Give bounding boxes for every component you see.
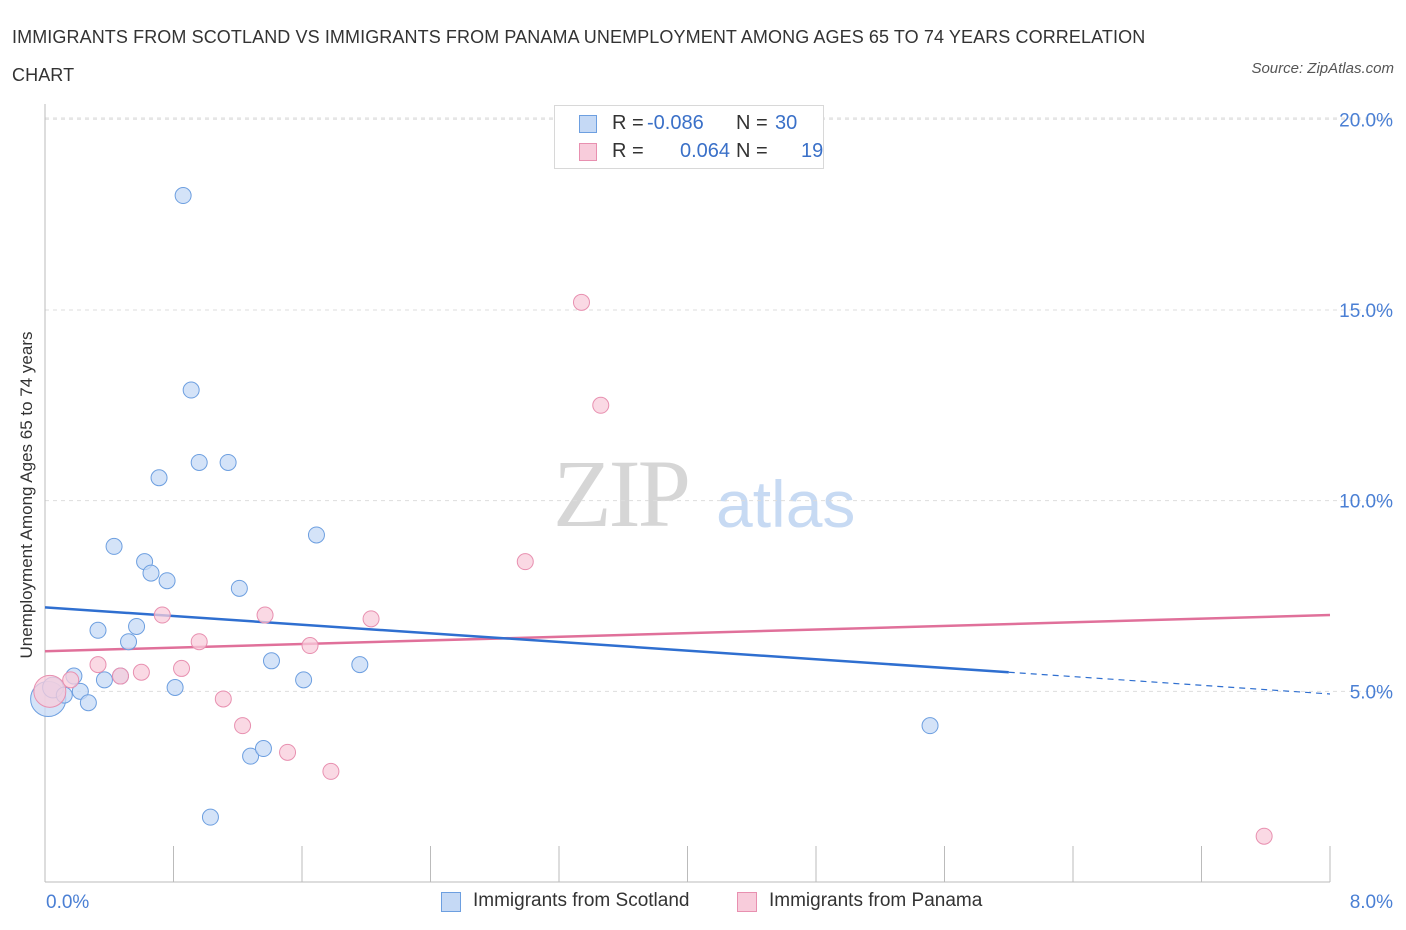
bottom-legend-label-panama: Immigrants from Panama — [769, 890, 983, 911]
scotland-point — [190, 453, 208, 471]
scotland-point — [219, 453, 237, 471]
panama-point — [173, 659, 191, 677]
panama-point — [301, 637, 319, 655]
watermark-atlas: atlas — [716, 467, 856, 541]
y-tick-label: 20.0% — [1339, 110, 1393, 131]
scotland-point — [254, 740, 272, 758]
legend-n-value: 19 — [801, 140, 824, 162]
scotland-point — [105, 537, 123, 555]
scotland-point — [120, 633, 138, 651]
scotland-point — [307, 526, 325, 544]
trend-lines — [44, 606, 1331, 695]
scotland-point — [142, 564, 160, 582]
x-tick-label: 0.0% — [46, 892, 89, 913]
legend-n-label: N = — [736, 112, 768, 134]
scotland-point — [166, 679, 184, 696]
legend-swatch-scotland — [579, 115, 597, 133]
scotland-point — [262, 652, 280, 670]
legend-r-value: -0.086 — [647, 112, 704, 134]
scotland-point — [182, 381, 200, 399]
scotland-point — [351, 656, 369, 674]
bottom-legend-label-scotland: Immigrants from Scotland — [473, 890, 690, 911]
panama-point — [190, 633, 208, 651]
panama-point — [234, 717, 252, 735]
bottom-legend-swatch-panama — [737, 892, 757, 912]
axes — [44, 104, 1331, 883]
legend-swatch-panama — [579, 143, 597, 161]
bottom-legend-swatch-scotland — [441, 892, 461, 912]
x-tick-label: 8.0% — [1350, 892, 1393, 913]
panama-point — [132, 663, 150, 681]
panama-point — [322, 762, 340, 780]
scotland-point — [79, 694, 97, 712]
panama-point — [153, 606, 171, 624]
panama-point — [516, 553, 534, 571]
scotland-point — [158, 572, 176, 590]
correlation-legend: R = -0.086 N = 30 R = 0.064 N = 19 — [554, 105, 824, 169]
scotland-point — [150, 469, 168, 487]
panama-point — [572, 293, 590, 311]
panama-point — [214, 690, 232, 708]
legend-n-value: 30 — [775, 112, 798, 134]
scotland-point — [95, 671, 113, 689]
legend-r-label: R = — [612, 112, 644, 134]
panama-point — [279, 743, 297, 761]
scotland-point — [295, 671, 313, 689]
panama-point — [89, 656, 107, 674]
scotland-point — [921, 717, 939, 735]
grid-lines — [45, 117, 1392, 692]
legend-r-label: R = — [612, 140, 644, 162]
panama-trend-line — [44, 613, 1331, 653]
legend-n-label: N = — [736, 140, 768, 162]
scotland-point — [128, 617, 146, 635]
scotland-point — [230, 579, 248, 597]
chart-title: IMMIGRANTS FROM SCOTLAND VS IMMIGRANTS F… — [12, 27, 1146, 85]
watermark-zip: ZIP — [553, 440, 691, 547]
scotland-point — [89, 621, 107, 639]
panama-point — [362, 610, 380, 628]
y-tick-label: 10.0% — [1339, 492, 1393, 513]
scotland-trend-extension — [1008, 671, 1331, 695]
tick-labels: 5.0% 10.0% 15.0% 20.0% 0.0% 8.0% — [46, 110, 1393, 913]
y-tick-label: 5.0% — [1350, 682, 1393, 703]
panama-point — [256, 606, 274, 624]
panama-point — [1255, 827, 1273, 845]
source-credit: Source: ZipAtlas.com — [1251, 60, 1394, 77]
legend-r-value: 0.064 — [680, 140, 731, 162]
panama-point — [33, 674, 67, 708]
scotland-trend-line — [44, 606, 1009, 674]
panama-point — [592, 396, 610, 414]
scotland-point — [201, 808, 219, 826]
panama-point — [111, 667, 129, 685]
scotland-point — [174, 187, 192, 205]
panama-point — [62, 671, 80, 689]
scotland-point — [242, 747, 260, 765]
y-tick-label: 15.0% — [1339, 301, 1393, 322]
data-points — [30, 187, 1273, 845]
